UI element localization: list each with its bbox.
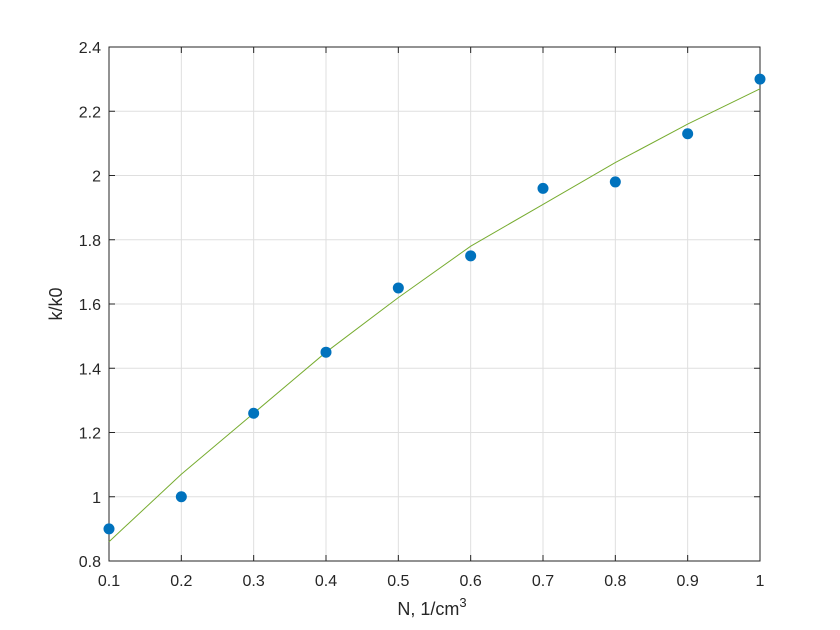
y-tick-label: 2.2 — [79, 104, 101, 121]
grid — [108, 46, 761, 562]
y-tick-label: 1 — [92, 490, 101, 507]
axes-box — [108, 46, 761, 562]
data-point — [537, 182, 549, 194]
y-axis-title: k/k0 — [46, 287, 66, 320]
plot-area — [103, 73, 766, 543]
x-tick-label: 0.8 — [604, 573, 626, 590]
x-axis-label: N, 1/cm — [397, 599, 459, 619]
x-tick-label: 1 — [756, 573, 765, 590]
data-point — [320, 346, 332, 358]
data-point — [609, 176, 621, 188]
x-tick-label: 0.2 — [170, 573, 192, 590]
data-point — [175, 491, 187, 503]
y-tick-label: 1.6 — [79, 297, 101, 314]
data-point — [392, 282, 404, 294]
y-tick-label: 2.4 — [79, 40, 101, 57]
x-axis-label-superscript: 3 — [459, 595, 466, 610]
data-point — [248, 407, 260, 419]
y-tick-label: 0.8 — [79, 554, 101, 571]
y-tick-label: 1.8 — [79, 233, 101, 250]
x-tick-label: 0.6 — [460, 573, 482, 590]
x-tick-label: 0.5 — [387, 573, 409, 590]
axes — [108, 46, 761, 562]
x-tick-label: 0.4 — [315, 573, 337, 590]
x-tick-label: 0.3 — [243, 573, 265, 590]
fit-curve — [108, 88, 761, 543]
data-point — [754, 73, 766, 85]
x-axis-title: N, 1/cm3 — [397, 595, 466, 619]
y-tick-label: 2 — [92, 169, 101, 186]
data-point — [103, 523, 115, 535]
x-tick-label: 0.7 — [532, 573, 554, 590]
y-tick-label: 1.2 — [79, 426, 101, 443]
y-tick-label: 1.4 — [79, 361, 101, 378]
tick-labels: 0.1 0.2 0.3 0.4 0.5 0.6 0.7 0.8 0.9 1 0.8 1 1.2 1.4 1.… — [79, 40, 765, 590]
x-tick-label: 0.1 — [98, 573, 120, 590]
x-tick-label: 0.9 — [677, 573, 699, 590]
data-point — [465, 250, 477, 262]
data-point — [682, 128, 694, 140]
